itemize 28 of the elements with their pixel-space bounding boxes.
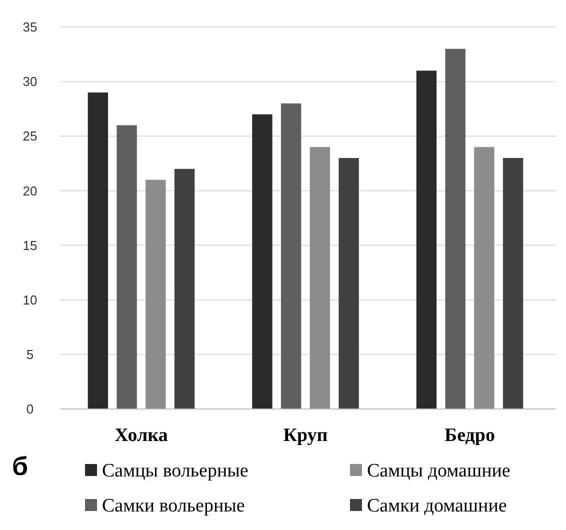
y-tick-label: 30	[22, 74, 38, 90]
legend-label: Самцы вольерные	[102, 460, 248, 482]
y-tick-label: 5	[26, 346, 34, 362]
bar	[146, 180, 166, 409]
y-tick-label: 10	[22, 292, 38, 308]
y-tick-label: 20	[22, 183, 38, 198]
y-tick-label: 15	[22, 238, 38, 253]
bar	[116, 125, 137, 409]
bar	[474, 147, 494, 409]
bar	[174, 168, 195, 409]
bar	[502, 158, 524, 409]
bar	[416, 70, 437, 409]
legend-label: Самцы домашние	[367, 460, 510, 482]
text: б	[12, 451, 28, 481]
bar	[310, 147, 330, 409]
bar	[88, 92, 108, 409]
bar	[445, 48, 466, 409]
y-tick-label: 25	[22, 128, 38, 144]
bar	[338, 158, 359, 409]
x-tick-label: Бедро	[444, 425, 495, 446]
y-tick-label: 0	[26, 402, 34, 417]
legend-label: Самки домашние	[367, 496, 507, 517]
y-tick-label: 35	[22, 20, 38, 35]
x-tick-label: Холка	[114, 425, 168, 446]
bar	[252, 114, 272, 409]
x-tick-label: Круп	[283, 425, 328, 446]
legend-label: Самки вольерные	[102, 496, 245, 517]
bar	[280, 103, 302, 409]
